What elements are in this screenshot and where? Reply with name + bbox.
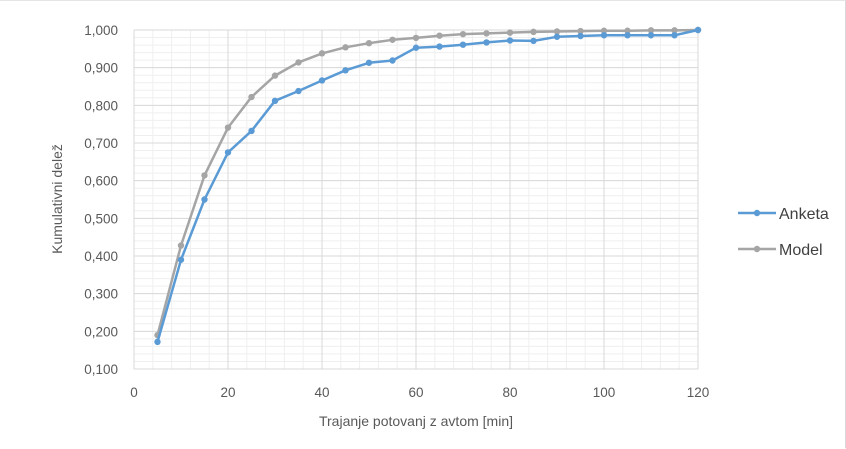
x-tick-labels: 0 20 40 60 80 100 120 xyxy=(130,385,709,400)
y-tick-label: 0,900 xyxy=(84,61,118,76)
data-point-model xyxy=(553,28,561,35)
data-point-anketa xyxy=(177,256,185,263)
y-tick-label: 0,500 xyxy=(84,211,118,226)
data-point-model xyxy=(600,27,608,34)
data-point-model xyxy=(248,93,255,101)
data-point-anketa xyxy=(624,32,631,39)
data-point-model xyxy=(459,30,467,38)
y-tick-label: 0,200 xyxy=(84,324,118,339)
legend-label-model: Model xyxy=(779,242,823,259)
x-tick-label: 60 xyxy=(408,385,423,400)
legend: Anketa Model xyxy=(738,206,829,259)
y-tick-labels: 0,100 0,200 0,300 0,400 0,500 0,600 0,700 0,800… xyxy=(84,23,118,377)
data-point-anketa xyxy=(600,32,608,39)
data-point-anketa xyxy=(694,26,702,34)
x-tick-label: 40 xyxy=(314,385,329,400)
data-point-model xyxy=(412,34,420,42)
data-point-model xyxy=(671,27,678,34)
y-tick-label: 0,300 xyxy=(84,287,118,302)
data-point-model xyxy=(318,50,326,57)
legend-marker-model xyxy=(753,245,761,253)
y-tick-label: 0,400 xyxy=(84,249,118,264)
data-point-model xyxy=(506,29,514,36)
y-tick-label: 0,800 xyxy=(84,98,118,113)
data-point-anketa xyxy=(389,57,396,64)
data-point-model xyxy=(365,39,373,47)
data-point-anketa xyxy=(342,67,349,74)
legend-label-anketa: Anketa xyxy=(779,206,829,223)
y-tick-label: 1,000 xyxy=(84,23,118,38)
data-point-model xyxy=(342,44,349,51)
data-point-anketa xyxy=(553,33,561,40)
x-tick-label: 20 xyxy=(220,385,235,400)
major-gridlines xyxy=(133,29,699,370)
series-line-model xyxy=(156,28,699,336)
y-tick-label: 0,600 xyxy=(84,174,118,189)
x-tick-label: 0 xyxy=(130,385,138,400)
data-point-anketa xyxy=(459,41,467,48)
data-point-model xyxy=(224,124,232,131)
data-point-model xyxy=(295,59,302,66)
x-axis-title: Trajanje potovanj z avtom [min] xyxy=(319,413,513,429)
data-point-anketa xyxy=(530,37,537,45)
data-point-anketa xyxy=(248,127,255,135)
data-point-anketa xyxy=(318,77,326,84)
data-point-anketa xyxy=(506,37,514,44)
data-point-anketa xyxy=(577,32,584,40)
series-layer xyxy=(154,26,702,346)
data-point-model xyxy=(271,72,279,79)
data-point-anketa xyxy=(671,32,678,39)
y-axis-title: Kumulativni delež xyxy=(49,144,65,254)
data-point-model xyxy=(177,242,185,249)
y-tick-label: 0,100 xyxy=(84,362,118,377)
x-tick-label: 80 xyxy=(502,385,517,400)
data-point-anketa xyxy=(224,149,232,156)
data-point-anketa xyxy=(483,39,490,46)
data-point-model xyxy=(624,27,631,34)
data-point-anketa xyxy=(295,87,302,95)
data-point-anketa xyxy=(647,32,655,39)
legend-marker-anketa xyxy=(753,209,761,217)
data-point-model xyxy=(436,32,443,39)
data-point-anketa xyxy=(436,43,443,50)
series-line-anketa xyxy=(156,28,699,343)
data-point-anketa xyxy=(412,44,420,51)
data-point-anketa xyxy=(365,59,373,66)
y-tick-label: 0,700 xyxy=(84,136,118,151)
data-point-anketa xyxy=(201,196,208,203)
data-point-model xyxy=(389,36,396,43)
data-point-model xyxy=(577,27,584,35)
data-point-model xyxy=(483,30,490,37)
data-point-model xyxy=(201,172,208,179)
data-point-model xyxy=(530,28,537,36)
data-point-anketa xyxy=(271,97,279,105)
data-point-anketa xyxy=(154,338,161,346)
data-point-model xyxy=(647,27,655,34)
x-tick-label: 120 xyxy=(687,385,710,400)
x-tick-label: 100 xyxy=(593,385,616,400)
